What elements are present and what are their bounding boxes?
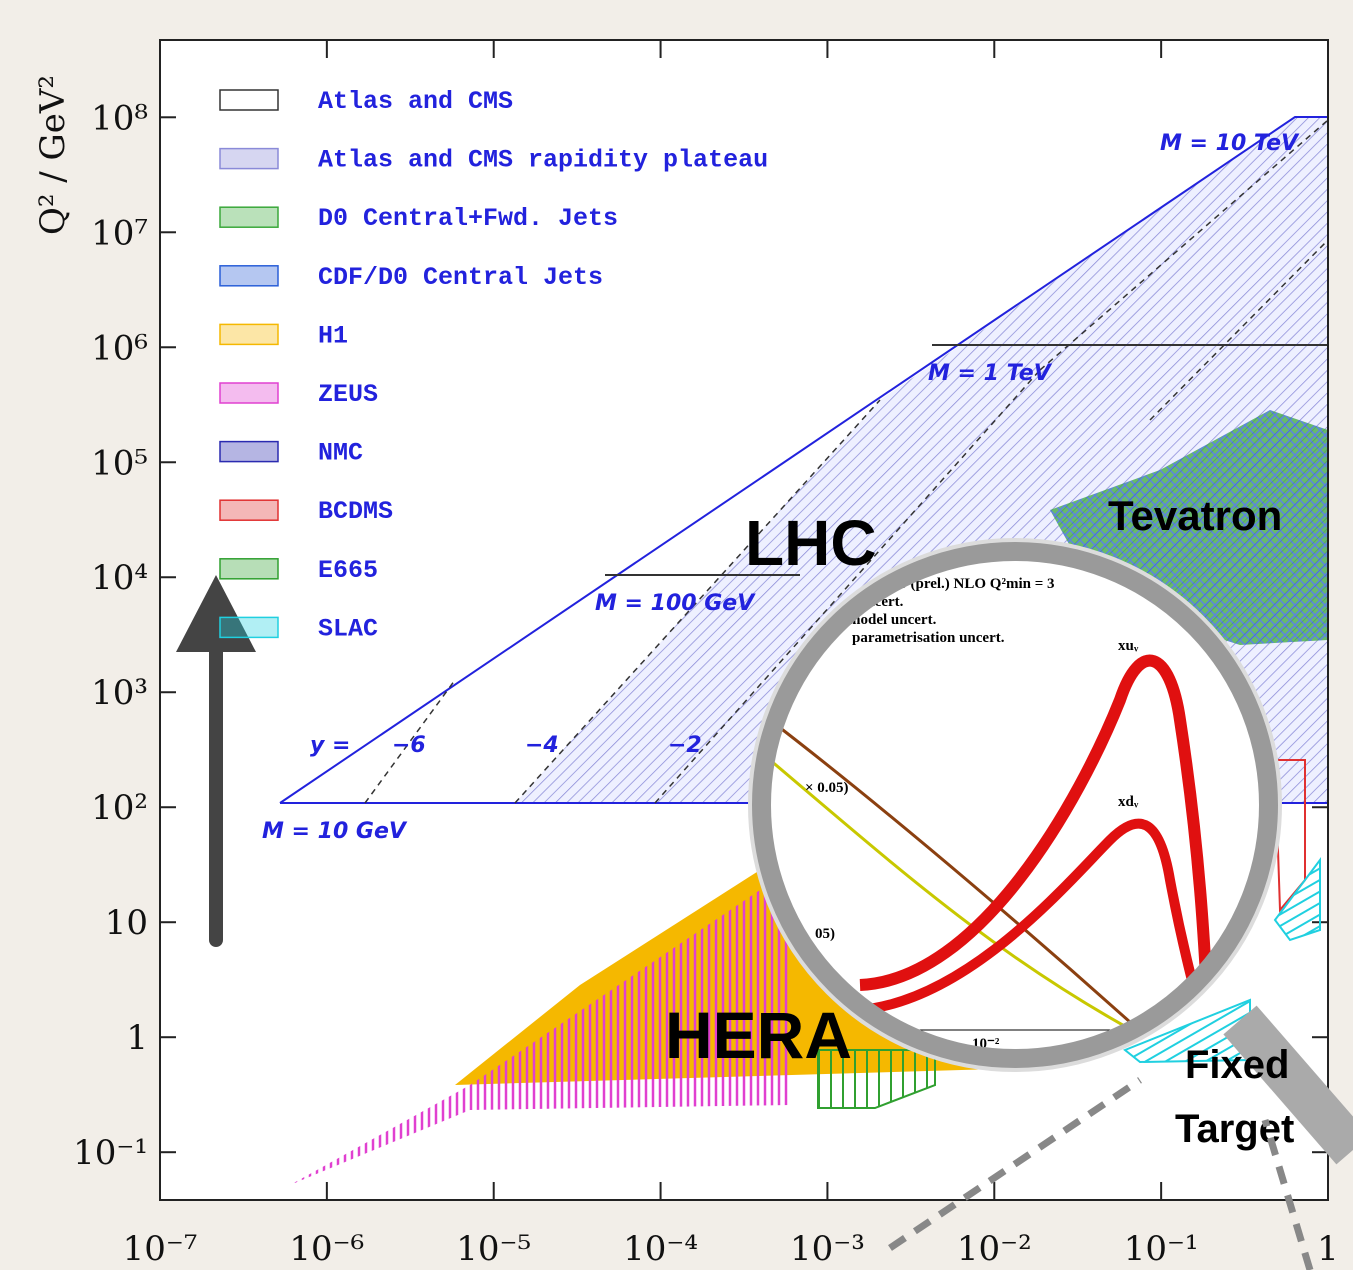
x-tick-label: 10⁻⁴ (623, 1229, 698, 1269)
magnifier-rim (749, 539, 1281, 1071)
y-tick-label: 10 (105, 903, 148, 943)
y-tick-label: 10² (91, 788, 148, 828)
magnifier-inset: DF2.0 (prel.) NLO Q²min = 3 uncert. mode… (765, 555, 1265, 1055)
legend-swatch (219, 382, 279, 404)
legend-swatch (219, 499, 279, 521)
inset-text: 05) (815, 926, 835, 942)
legend-swatch (219, 89, 279, 111)
x-tick-label: 10⁻² (957, 1229, 1032, 1269)
legend-swatch (219, 616, 279, 639)
inset-text: xuᵥ (1118, 638, 1139, 654)
legend-label: Atlas and CMS rapidity plateau (318, 146, 768, 175)
annotation: M = 100 GeV (595, 591, 756, 616)
legend-swatch (219, 206, 279, 228)
x-tick-label: 10⁻³ (790, 1229, 865, 1269)
y-tick-label: 10⁵ (91, 443, 148, 483)
annotation: HERA (665, 998, 852, 1072)
zoom-guides (888, 1077, 1314, 1270)
legend-swatch (219, 265, 279, 287)
legend-swatch (219, 440, 279, 463)
y-tick-label: 10⁻¹ (73, 1133, 148, 1173)
annotation: M = 10 TeV (1160, 131, 1300, 156)
inset-text: parametrisation uncert. (852, 630, 1005, 646)
annotation: Target (1175, 1107, 1294, 1151)
annotation: −6 (392, 733, 426, 758)
legend-label: CDF/D0 Central Jets (318, 263, 603, 292)
y-tick-label: 10³ (91, 673, 148, 713)
plot-frame (159, 39, 1329, 1201)
inset-text: model uncert. (848, 612, 937, 628)
legend-label: ZEUS (318, 380, 378, 409)
annotation: −4 (525, 733, 559, 758)
slac-region (1273, 857, 1321, 942)
annotation: y = (310, 733, 350, 758)
legend-swatch (219, 558, 279, 580)
x-tick-label: 10⁻⁶ (289, 1229, 364, 1269)
zeus-region (290, 890, 790, 1185)
legend-label: SLAC (318, 614, 378, 643)
annotation: Fixed (1185, 1043, 1289, 1087)
x-tick-label: 10⁻⁷ (123, 1229, 198, 1269)
inset-text: × 0.05) (805, 780, 849, 796)
x-tick-label: 10⁻⁵ (456, 1229, 531, 1269)
legend-label: E665 (318, 556, 378, 585)
legend-label: NMC (318, 439, 363, 468)
annotation: M = 1 TeV (928, 361, 1053, 386)
y-tick-label: 10⁷ (91, 213, 148, 253)
legend-label: BCDMS (318, 497, 393, 526)
magnifier-rim (748, 538, 1282, 1072)
legend-swatch (219, 323, 279, 346)
rapidity-lines (364, 119, 1329, 804)
magnifier-handle (1223, 1005, 1353, 1165)
y-tick-label: 10⁶ (91, 328, 148, 368)
annotation: M = 10 GeV (262, 819, 408, 844)
arrow-head (176, 575, 256, 652)
legend-swatch (219, 147, 279, 170)
x-tick-label: 1 (1317, 1229, 1339, 1269)
y-axis-label: Q² / GeV² (33, 75, 73, 235)
inset-text: xdᵥ (1118, 794, 1139, 810)
annotation: Tevatron (1108, 492, 1282, 539)
y-tick-label: 10⁸ (91, 98, 148, 138)
legend-label: H1 (318, 321, 348, 350)
annotation: −2 (668, 733, 702, 758)
legend-label: Atlas and CMS (318, 87, 513, 116)
legend-label: D0 Central+Fwd. Jets (318, 204, 618, 233)
x-tick-label: 10⁻¹ (1124, 1229, 1199, 1269)
y-tick-label: 10⁴ (91, 558, 148, 598)
annotation: LHC (745, 507, 877, 579)
y-tick-label: 1 (126, 1018, 148, 1058)
